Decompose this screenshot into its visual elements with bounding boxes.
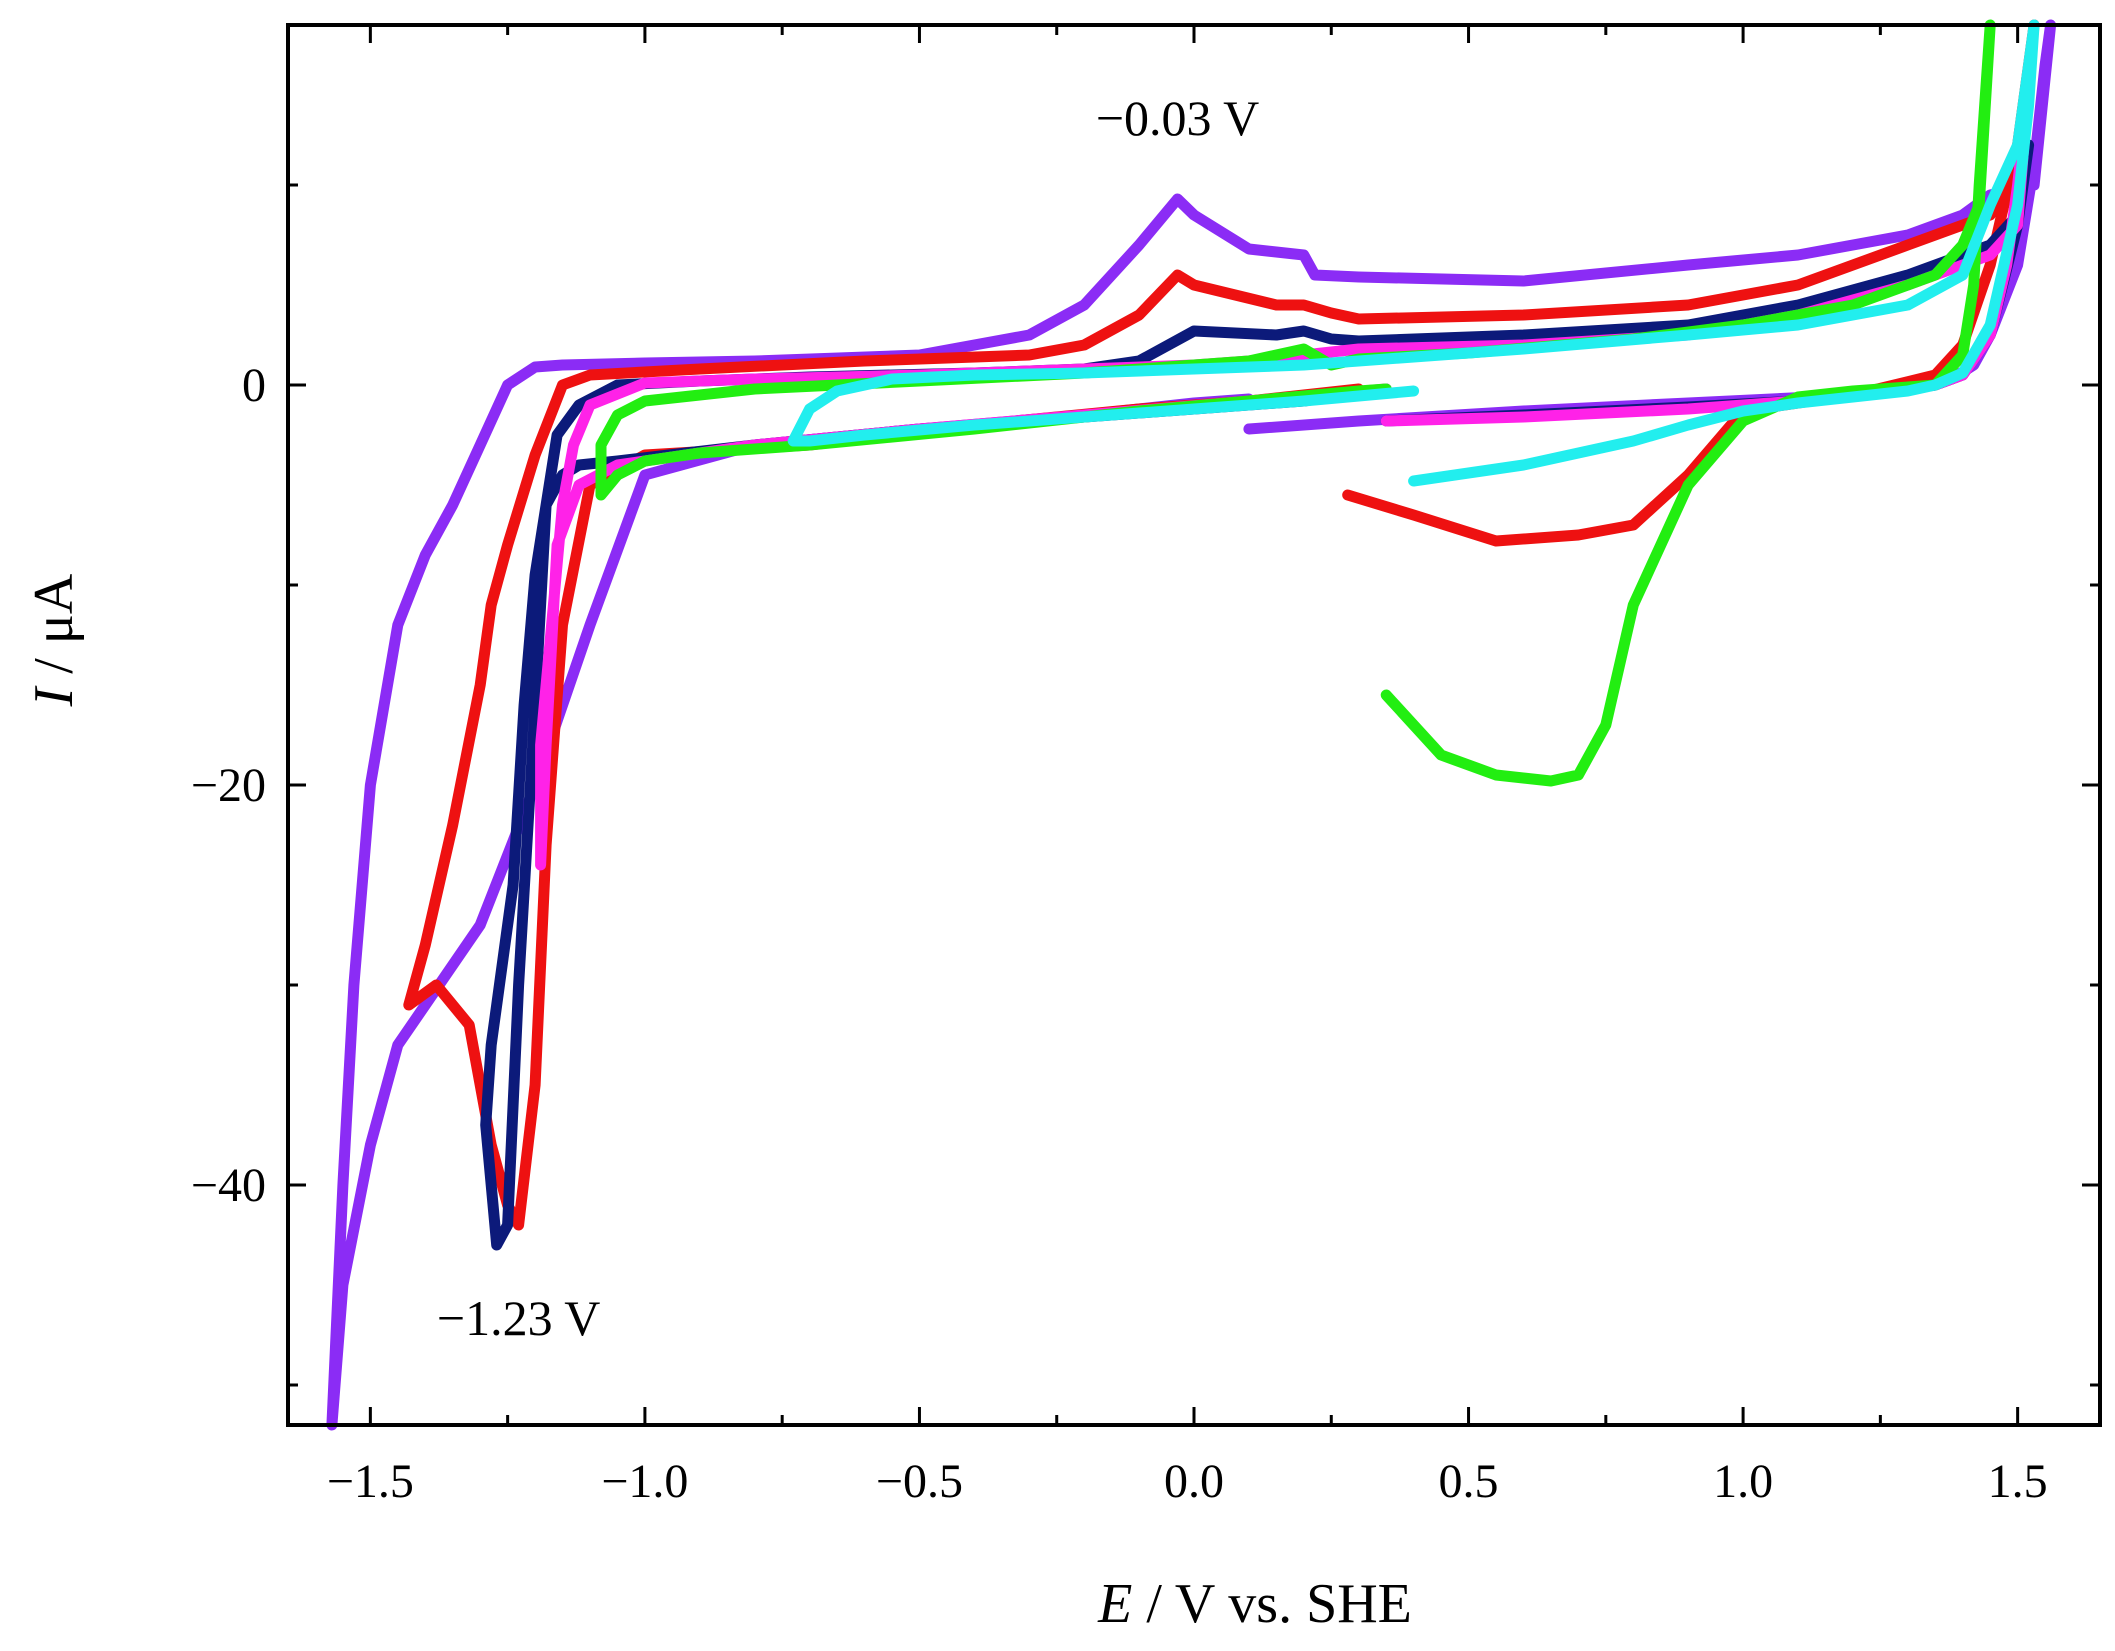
x-tick-label: −0.5 bbox=[876, 1455, 963, 1508]
y-tick-label: 0 bbox=[242, 359, 266, 412]
ticks-group bbox=[288, 25, 2100, 1425]
x-tick-label: −1.5 bbox=[327, 1455, 414, 1508]
annotations-group: −0.03 V −1.23 V bbox=[437, 90, 1259, 1346]
y-tick-label: −40 bbox=[191, 1159, 266, 1212]
x-tick-label: 1.5 bbox=[1988, 1455, 2048, 1508]
y-axis-title: I / μA bbox=[23, 573, 85, 707]
x-tick-label: 1.0 bbox=[1713, 1455, 1773, 1508]
x-tick-label: 0.5 bbox=[1439, 1455, 1499, 1508]
x-axis-title: E / V vs. SHE bbox=[1097, 1573, 1412, 1635]
labels-group: −1.5 −1.0 −0.5 0.0 0.5 1.0 1.5 −40 −20 0 bbox=[191, 359, 2048, 1508]
y-tick-label: −20 bbox=[191, 759, 266, 812]
series-violet-line bbox=[326, 19, 2057, 1431]
series-group bbox=[326, 19, 2057, 1431]
x-tick-label: 0.0 bbox=[1164, 1455, 1224, 1508]
peak-annotation: −0.03 V bbox=[1096, 90, 1259, 146]
series-cyan-line bbox=[787, 19, 2040, 487]
peak-annotation: −1.23 V bbox=[437, 1290, 600, 1346]
x-tick-label: −1.0 bbox=[601, 1455, 688, 1508]
